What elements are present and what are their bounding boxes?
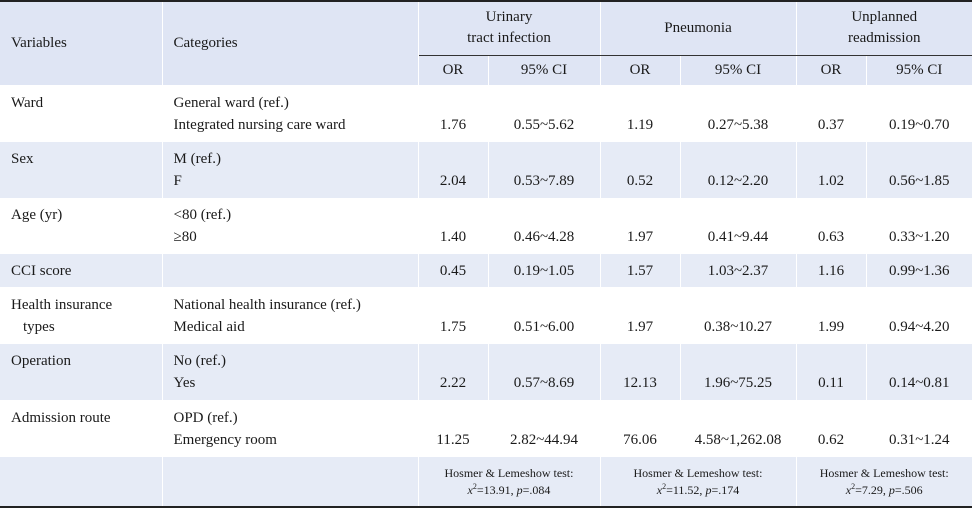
header-group-readmission: Unplanned readmission <box>796 1 972 56</box>
header-categories: Categories <box>162 1 419 85</box>
variable-cell: Ward <box>0 85 163 142</box>
value-cell: 1.96~75.25 <box>680 344 797 400</box>
value-cell: 0.19~0.70 <box>888 116 950 133</box>
value-cell: 0.51~6.00 <box>488 287 601 344</box>
value-cell: 0.94~4.20 <box>888 318 950 335</box>
hosmer-lemeshow-uti: Hosmer & Lemeshow test: x2=13.91, p=.084 <box>418 457 601 507</box>
value-cell: 0.31~1.24 <box>888 431 950 448</box>
hosmer-lemeshow-pneumonia: Hosmer & Lemeshow test: x2=11.52, p=.174 <box>600 457 797 507</box>
value-cell: 1.57 <box>600 254 681 287</box>
value-cell: 1.19 <box>600 85 681 142</box>
table-row: Health insurance types National health in… <box>0 287 972 344</box>
value-cell: 1.75 <box>418 287 489 344</box>
categories-cell: National health insurance (ref.) Medical … <box>162 287 419 344</box>
value-cell: 0.46~4.28 <box>488 198 601 254</box>
value-cell: 4.58~1,262.08 <box>680 400 797 457</box>
value-cell: 0.11 <box>796 344 867 400</box>
value-cell: 1.16 <box>796 254 867 287</box>
header-group-pneumonia: Pneumonia <box>600 1 797 56</box>
value-cell: 0.41~9.44 <box>680 198 797 254</box>
value-cell: 0.57~8.69 <box>488 344 601 400</box>
value-cell: 1.76 <box>418 85 489 142</box>
header-group-uti: Urinary tract infection <box>418 1 601 56</box>
categories-cell: No (ref.) Yes <box>162 344 419 400</box>
variable-cell: Health insurance types <box>0 287 163 344</box>
value-cell: 1.40 <box>418 198 489 254</box>
variable-cell: Operation <box>0 344 163 400</box>
categories-cell <box>162 254 419 287</box>
value-cell: 0.53~7.89 <box>488 142 601 198</box>
categories-cell: General ward (ref.) Integrated nursing ca… <box>162 85 419 142</box>
header-or: OR <box>418 55 489 85</box>
header-ci: 95% CI <box>680 55 797 85</box>
value-cell: 0.55~5.62 <box>488 85 601 142</box>
value-cell: 0.19~1.05 <box>488 254 601 287</box>
value-cell: 2.22 <box>418 344 489 400</box>
variable-cell: Sex <box>0 142 163 198</box>
value-cell: 0.37 <box>796 85 867 142</box>
value-cell: 0.52 <box>600 142 681 198</box>
value-cell: 0.56~1.85 <box>888 173 950 189</box>
header-ci: 95% CI <box>488 55 601 85</box>
value-cell: 1.97 <box>600 287 681 344</box>
value-cell: 0.99~1.36 <box>888 262 950 279</box>
value-cell: 0.27~5.38 <box>680 85 797 142</box>
value-cell: 1.97 <box>600 198 681 254</box>
hosmer-lemeshow-readmission: Hosmer & Lemeshow test: x2=7.29, p=.506 <box>819 465 949 497</box>
value-cell: 2.82~44.94 <box>488 400 601 457</box>
categories-cell: M (ref.) F <box>162 142 419 198</box>
header-or: OR <box>600 55 681 85</box>
empty-cell <box>0 457 163 507</box>
header-ci: 95% CI <box>896 61 943 78</box>
table-row: Sex M (ref.) F 2.04 0.53~7.89 0.52 0.12~2… <box>0 142 972 198</box>
empty-cell <box>162 457 419 507</box>
value-cell: 0.63 <box>796 198 867 254</box>
table-row: Age (yr) <80 (ref.) ≥80 1.40 0.46~4.28 1.… <box>0 198 972 254</box>
value-cell: 1.03~2.37 <box>680 254 797 287</box>
model-fit-row: Hosmer & Lemeshow test: x2=13.91, p=.084… <box>0 457 972 507</box>
value-cell: 1.99 <box>796 287 867 344</box>
table-row: CCI score 0.45 0.19~1.05 1.57 1.03~2.37 … <box>0 254 972 287</box>
variable-cell: Age (yr) <box>0 198 163 254</box>
value-cell: 0.33~1.20 <box>888 229 950 245</box>
value-cell: 1.02 <box>796 142 867 198</box>
table-row: Operation No (ref.) Yes 2.22 0.57~8.69 12… <box>0 344 972 400</box>
table-row: Admission route OPD (ref.) Emergency room… <box>0 400 972 457</box>
header-variables: Variables <box>0 1 163 85</box>
variable-cell: Admission route <box>0 400 163 457</box>
value-cell: 0.12~2.20 <box>680 142 797 198</box>
variable-cell: CCI score <box>0 254 163 287</box>
value-cell: 0.38~10.27 <box>680 287 797 344</box>
value-cell: 11.25 <box>418 400 489 457</box>
value-cell: 0.62 <box>796 400 867 457</box>
value-cell: 2.04 <box>418 142 489 198</box>
table-row: Ward General ward (ref.) Integrated nursi… <box>0 85 972 142</box>
value-cell: 76.06 <box>600 400 681 457</box>
header-or: OR <box>796 55 867 85</box>
value-cell: 0.45 <box>418 254 489 287</box>
value-cell: 0.14~0.81 <box>888 375 950 391</box>
categories-cell: OPD (ref.) Emergency room <box>162 400 419 457</box>
value-cell: 12.13 <box>600 344 681 400</box>
categories-cell: <80 (ref.) ≥80 <box>162 198 419 254</box>
